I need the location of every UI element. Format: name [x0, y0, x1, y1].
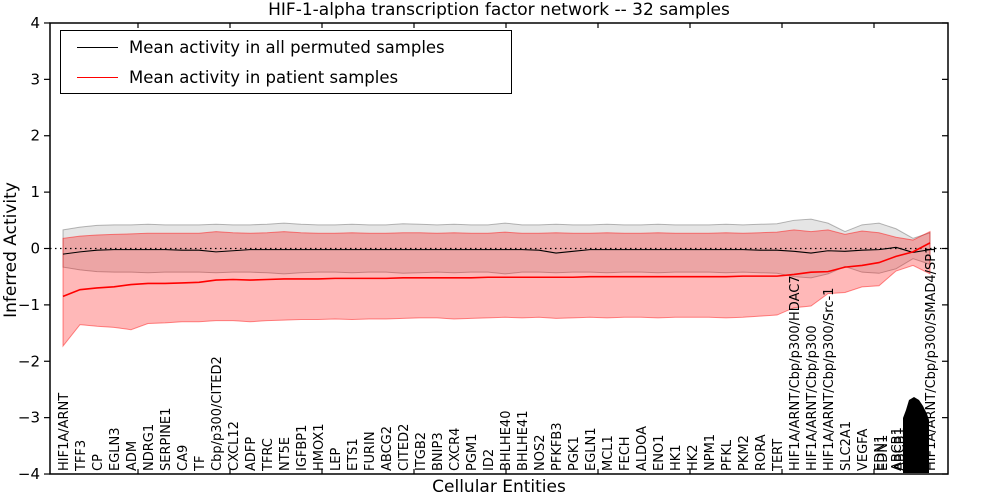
y-tick-label: 3: [30, 70, 40, 88]
x-category-label: ENO1: [652, 435, 667, 471]
x-category-label: SERPINE1: [159, 408, 174, 471]
x-category-label: SLC2A1: [839, 421, 854, 471]
x-category-label: EDN1: [873, 435, 888, 471]
x-category-label: ETS1: [346, 438, 361, 471]
x-category-label: BNIP3: [431, 432, 446, 471]
x-category-label: ITGB2: [414, 432, 429, 471]
x-category-label: LEP: [329, 448, 344, 471]
y-tick-label: 4: [30, 14, 40, 32]
x-category-label: HIF1A/ARNT/Cbp/p300/HDAC7: [788, 275, 803, 471]
legend-label-permuted: Mean activity in all permuted samples: [129, 37, 445, 57]
y-tick-label: −3: [18, 409, 40, 427]
x-category-label: VEGFA: [856, 429, 871, 471]
x-category-label: HMOX1: [312, 423, 327, 471]
chart-title: HIF-1-alpha transcription factor network…: [268, 0, 730, 20]
x-category-label: ABCG2: [380, 426, 395, 471]
x-category-label: TFF3: [74, 440, 89, 472]
x-category-label: FURIN: [363, 431, 378, 471]
x-category-label: NOS2: [533, 435, 548, 471]
x-axis-label: Cellular Entities: [432, 477, 566, 497]
x-category-label: CA9: [176, 445, 191, 471]
x-category-label: CITED2: [397, 424, 412, 471]
x-category-label: IGFBP1: [295, 425, 310, 471]
legend-line-permuted-icon: [77, 46, 118, 48]
x-category-label: TERT: [771, 439, 786, 472]
x-category-label: PFKL: [720, 439, 735, 471]
x-category-label: Cbp/p300/CITED2: [210, 356, 225, 471]
overlapping-labels-cluster: [903, 397, 929, 473]
y-tick-label: 2: [30, 127, 40, 145]
y-tick-label: −1: [18, 296, 40, 314]
x-category-label: EGLN1: [584, 427, 599, 471]
x-category-label: PKM2: [737, 435, 752, 471]
x-category-label: FECH: [618, 436, 633, 471]
x-category-label: CP: [91, 454, 106, 471]
y-tick-label: 0: [30, 240, 40, 258]
mean-line-patient: [62, 242, 931, 298]
x-category-label: CXCR4: [448, 428, 463, 471]
x-category-label: HK1: [669, 444, 684, 471]
x-category-label: BHLHE41: [516, 411, 531, 471]
x-category-label: HIF1A/ARNT/Cbp/p300/SMAD4/SP1: [924, 246, 939, 471]
legend: Mean activity in all permuted samples Me…: [60, 30, 512, 94]
x-category-label: ABCB1: [890, 427, 905, 471]
x-category-label: NPM1: [703, 434, 718, 471]
x-category-label: PFKFB3: [550, 422, 565, 471]
x-category-label: ALDOA: [635, 426, 650, 471]
x-category-label: HIF1A/ARNT/Cbp/p300: [805, 325, 820, 471]
y-tick-label: −4: [18, 465, 40, 483]
legend-item-permuted: Mean activity in all permuted samples: [61, 32, 511, 62]
legend-label-patient: Mean activity in patient samples: [129, 67, 399, 87]
y-tick-label: 1: [30, 183, 40, 201]
y-tick-label: −2: [18, 352, 40, 370]
x-category-label: PGK1: [567, 436, 582, 471]
x-category-label: RORA: [754, 434, 769, 471]
x-category-label: ID2: [482, 449, 497, 471]
x-category-label: HIF1A/ARNT/Cbp/p300/Src-1: [822, 288, 837, 471]
x-category-label: TFRC: [261, 438, 276, 472]
confidence-band-patient: [62, 229, 931, 348]
x-category-label: MCL1: [601, 435, 616, 471]
x-category-label: PGM1: [465, 434, 480, 471]
x-category-label: ADFP: [244, 437, 259, 471]
x-category-label: CXCL12: [227, 421, 242, 471]
x-category-label: ADM: [125, 441, 140, 471]
x-category-label: NDRG1: [142, 424, 157, 471]
x-category-label-overlap: EDN1: [876, 435, 891, 471]
legend-item-patient: Mean activity in patient samples: [61, 62, 511, 92]
mean-line-permuted: [62, 246, 931, 255]
x-category-label: NT5E: [278, 437, 293, 471]
x-category-label: BHLHE40: [499, 411, 514, 471]
x-category-label: TF: [193, 456, 208, 472]
legend-line-patient-icon: [77, 76, 118, 78]
x-category-label: HIF1A/ARNT: [57, 393, 72, 471]
x-category-label: HK2: [686, 444, 701, 471]
x-category-label: EGLN3: [108, 427, 123, 471]
